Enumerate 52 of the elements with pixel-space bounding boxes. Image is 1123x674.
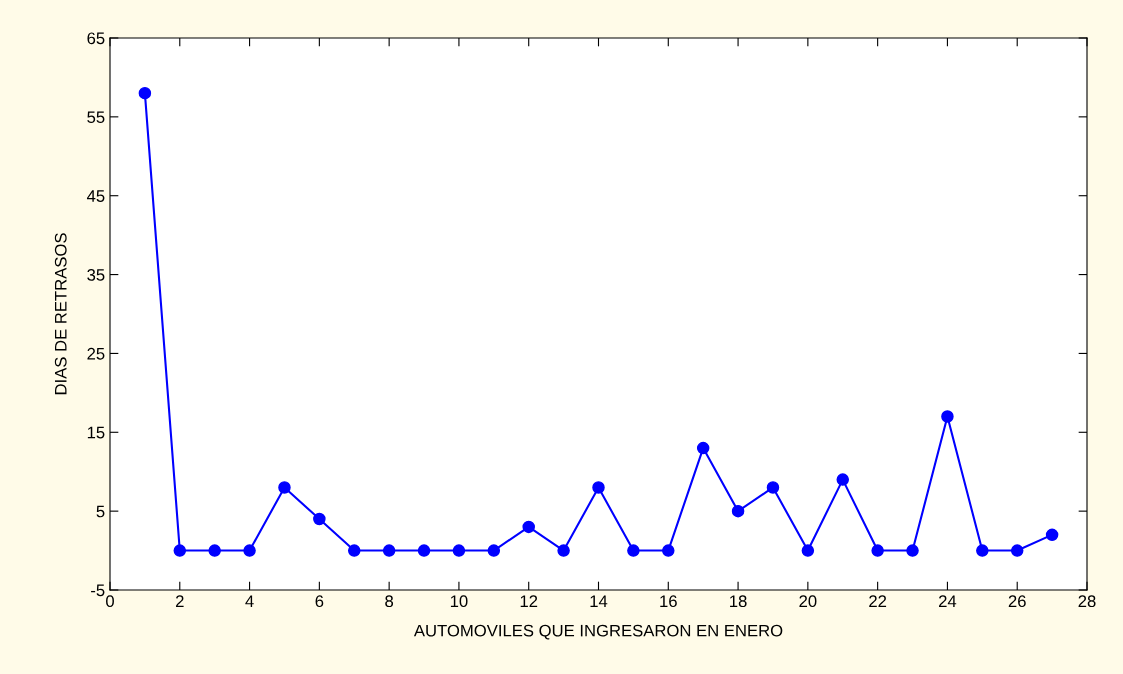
x-tick-label: 12 — [520, 595, 538, 607]
point — [278, 481, 291, 494]
x-tick-label: 18 — [730, 595, 747, 608]
point — [522, 520, 535, 534]
point — [243, 544, 256, 557]
point — [627, 544, 640, 557]
point — [941, 410, 954, 423]
point — [836, 473, 850, 486]
point — [696, 441, 710, 455]
point — [208, 544, 221, 557]
x-tick-label: 16 — [660, 595, 677, 608]
point — [138, 86, 152, 100]
point — [452, 544, 466, 557]
y-tick-label: 25 — [87, 347, 105, 360]
point — [906, 544, 919, 557]
point — [173, 544, 187, 557]
point — [557, 544, 570, 557]
point — [313, 512, 326, 526]
y-axis-title: DIAS DE RETRASOS — [54, 233, 67, 395]
x-tick-label: 8 — [385, 595, 394, 608]
point — [417, 544, 431, 557]
point — [382, 544, 396, 557]
point — [731, 504, 745, 518]
point — [662, 544, 675, 557]
point — [592, 481, 605, 494]
y-tick-label: 35 — [87, 268, 105, 281]
y-tick-label: 65 — [87, 32, 105, 45]
x-tick-label: 28 — [1078, 595, 1096, 608]
point — [487, 544, 501, 557]
point — [801, 544, 815, 557]
x-tick-label: 6 — [315, 595, 324, 608]
x-tick-label: 22 — [869, 595, 887, 607]
point — [1045, 528, 1059, 542]
point — [766, 481, 780, 494]
x-tick-label: 26 — [1008, 595, 1026, 608]
x-tick-label: 4 — [245, 595, 254, 607]
point — [976, 544, 989, 557]
x-axis-title: AUTOMOVILES QUE INGRESARON EN ENERO — [413, 624, 783, 640]
x-tick-label: 10 — [450, 595, 468, 608]
x-tick-label: 24 — [939, 595, 957, 607]
x-tick-label: 2 — [175, 595, 184, 607]
y-tick-label: 15 — [87, 426, 105, 439]
y-tick-label: 45 — [86, 190, 105, 202]
y-tick-label: 5 — [96, 505, 105, 518]
x-tick-label: 0 — [106, 595, 114, 608]
y-tick-label: -5 — [91, 584, 105, 597]
point — [347, 544, 361, 557]
point — [1010, 544, 1024, 557]
x-tick-label: 14 — [590, 595, 608, 607]
point — [871, 544, 884, 557]
x-tick-label: 20 — [799, 595, 817, 608]
y-tick-label: 55 — [87, 111, 105, 124]
